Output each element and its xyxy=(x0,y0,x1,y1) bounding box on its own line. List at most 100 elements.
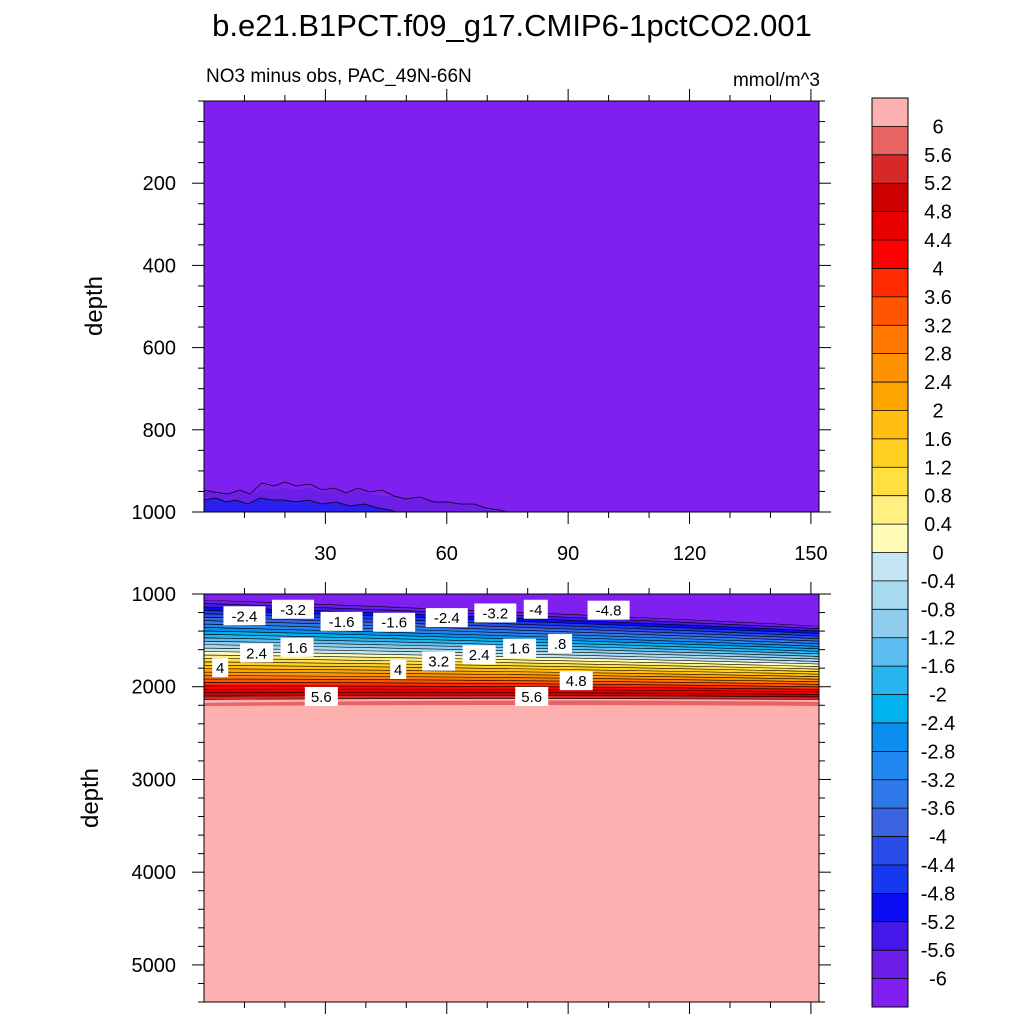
contour-label-background xyxy=(523,599,548,619)
contour-label-background xyxy=(390,660,407,680)
colorbar-label: -2.4 xyxy=(921,713,955,735)
colorbar-swatch xyxy=(872,722,908,752)
colorbar-label: 0 xyxy=(932,543,943,565)
colorbar-label: 6 xyxy=(932,116,943,138)
contour-label: 2.4 xyxy=(469,647,490,664)
contour-label-background xyxy=(425,608,468,628)
contour-label: 5.6 xyxy=(521,689,542,706)
colorbar-swatch xyxy=(872,98,908,127)
colorbar-swatch xyxy=(872,921,908,951)
colorbar-swatch xyxy=(872,154,908,184)
contour-label: 1.6 xyxy=(509,641,530,658)
contour-label: -4 xyxy=(529,602,542,619)
colorbar-label: 2 xyxy=(932,400,943,422)
colorbar-swatch xyxy=(872,438,908,468)
colorbar-swatch xyxy=(872,126,908,156)
bottom-ytick-label: 3000 xyxy=(132,769,177,791)
colorbar-label: 3.2 xyxy=(924,315,952,337)
colorbar-label: -2.8 xyxy=(921,741,955,763)
contour-label: -2.4 xyxy=(232,608,258,625)
colorbar-label: -2 xyxy=(929,685,947,707)
colorbar-label: -0.8 xyxy=(921,599,955,621)
contour-label: .8 xyxy=(554,636,567,653)
colorbar-swatch xyxy=(872,751,908,781)
colorbar-label: 4.4 xyxy=(924,230,952,252)
colorbar-label: 5.2 xyxy=(924,173,952,195)
contour-label: 5.6 xyxy=(311,689,332,706)
colorbar-label: 1.6 xyxy=(924,429,952,451)
contour-label: 3.2 xyxy=(428,654,449,671)
top-contour-line-a xyxy=(203,481,507,513)
colorbar-label: 4.8 xyxy=(924,202,952,224)
contour-label: 1.6 xyxy=(287,640,308,657)
top-ytick-label: 200 xyxy=(143,173,176,195)
top-contour-fill-minus-5-2 xyxy=(204,498,396,512)
contour-label-background xyxy=(474,603,517,623)
colorbar-swatch xyxy=(872,353,908,383)
colorbar-label: -4.8 xyxy=(921,883,955,905)
colorbar-label: 5.6 xyxy=(924,145,952,167)
contour-label-background xyxy=(587,600,630,620)
top-ytick-label: 1000 xyxy=(132,502,177,524)
colorbar-swatch xyxy=(872,637,908,667)
colorbar-swatch xyxy=(872,694,908,724)
colorbar-label: 2.4 xyxy=(924,372,952,394)
colorbar-swatch xyxy=(872,183,908,212)
top-axes: 30 60 90 120 150 200 400 600 800 1000 xyxy=(132,89,831,565)
contour-label-background xyxy=(503,638,537,658)
top-xtick-label: 30 xyxy=(314,543,336,565)
contour-label: 4 xyxy=(394,662,402,679)
contour-label-background xyxy=(320,611,363,631)
colorbar-swatch xyxy=(872,978,908,1008)
top-ytick-label: 800 xyxy=(143,420,176,442)
colorbar-label: -4 xyxy=(929,827,947,849)
contour-label-background xyxy=(515,686,549,706)
bottom-ytick-label: 5000 xyxy=(132,955,177,977)
contour-label-background xyxy=(304,686,338,706)
top-contour-line-b xyxy=(203,497,397,513)
panel-bottom: -2.4 -3.2 -1.6 -1.6 -2.4 -3.2 -4 -4.8 1.6 2.4 4 4 3.… xyxy=(77,582,831,1014)
colorbar-swatch xyxy=(872,609,908,639)
contour-label-background xyxy=(212,658,229,678)
colorbar-swatch xyxy=(872,410,908,440)
bottom-contour-labels: -2.4 -3.2 -1.6 -1.6 -2.4 -3.2 -4 -4.8 1.6 2.4 4 4 3.… xyxy=(212,599,630,706)
colorbar-label: -6 xyxy=(929,969,947,991)
contour-label-background xyxy=(373,612,416,632)
colorbar-swatch xyxy=(872,382,908,411)
colorbar-label: 3.6 xyxy=(924,287,952,309)
contour-label: -3.2 xyxy=(280,602,306,619)
colorbar-swatch xyxy=(872,524,908,553)
contour-label-background xyxy=(223,606,266,626)
colorbar-label: 4 xyxy=(932,258,943,280)
colorbar-label: -3.6 xyxy=(921,798,955,820)
colorbar-swatch xyxy=(872,779,908,809)
colorbar-swatch xyxy=(872,808,908,837)
bottom-ytick-label: 1000 xyxy=(132,584,177,606)
colorbar-label: -1.6 xyxy=(921,656,955,678)
colorbar-swatch xyxy=(872,893,908,923)
figure-title: b.e21.B1PCT.f09_g17.CMIP6-1pctCO2.001 xyxy=(212,8,812,43)
colorbar-label: -3.2 xyxy=(921,770,955,792)
contour-label: 2.4 xyxy=(246,645,267,662)
top-plot-field xyxy=(204,101,819,512)
colorbar-label: -4.4 xyxy=(921,855,955,877)
colorbar-frame xyxy=(871,97,909,1008)
colorbar-label: 1.2 xyxy=(924,457,952,479)
top-xtick-label: 120 xyxy=(673,543,706,565)
contour-label: -1.6 xyxy=(381,615,407,632)
colorbar-swatch xyxy=(872,950,908,979)
colorbar-swatch xyxy=(872,240,908,269)
colorbar-swatch xyxy=(872,296,908,326)
colorbar-swatch xyxy=(872,836,908,866)
top-xtick-label: 60 xyxy=(436,543,458,565)
top-subtitle-left: NO3 minus obs, PAC_49N-66N xyxy=(206,66,472,87)
contour-label-background xyxy=(272,599,315,619)
top-ytick-label: 600 xyxy=(143,338,176,360)
panel-top: NO3 minus obs, PAC_49N-66N mmol/m^3 30 60… xyxy=(81,66,831,565)
colorbar: 6 5.6 5.2 4.8 4.4 4 3.6 3.2 2.8 2.4 2 1.6 1.2 0.8 0.4 0… xyxy=(871,97,955,1008)
top-subtitle-right: mmol/m^3 xyxy=(733,70,820,91)
colorbar-label: -5.2 xyxy=(921,912,955,934)
contour-label: -1.6 xyxy=(329,614,355,631)
colorbar-label: 0.8 xyxy=(924,486,952,508)
